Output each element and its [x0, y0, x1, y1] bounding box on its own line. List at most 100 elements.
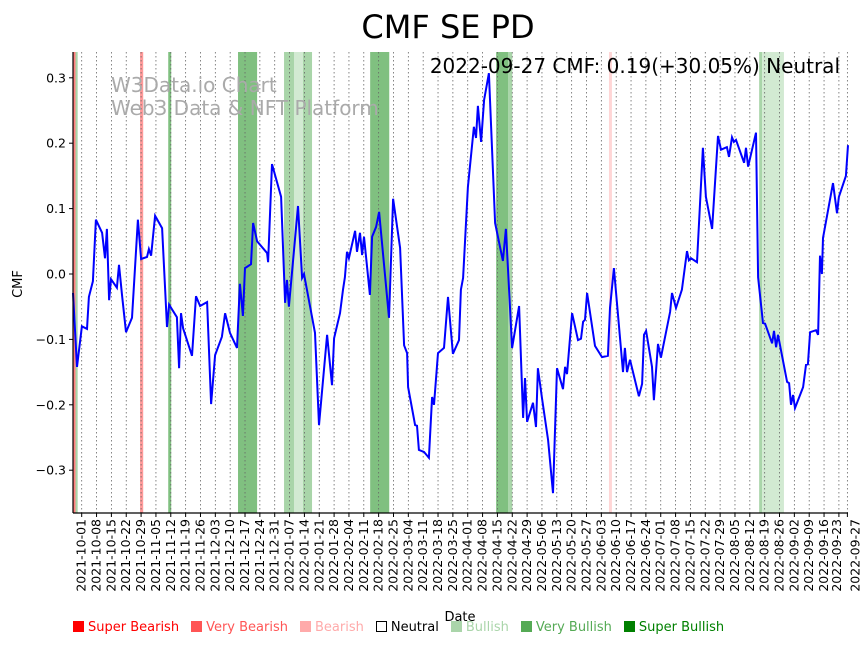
x-tick-label: 2021-10-22 — [118, 519, 133, 592]
x-tick-label: 2022-08-26 — [772, 519, 787, 592]
x-tick-label: 2022-07-15 — [682, 519, 697, 592]
x-tick-label: 2021-12-24 — [252, 519, 267, 592]
x-tick-label: 2022-02-04 — [341, 519, 356, 592]
x-tick-label: 2021-12-03 — [207, 519, 222, 592]
legend-swatch — [450, 621, 462, 632]
signal-band-bearish — [608, 52, 612, 513]
y-tick-label: −0.3 — [36, 463, 66, 478]
signal-bands — [73, 52, 784, 513]
x-tick-label: 2022-04-22 — [504, 519, 519, 592]
legend-label: Super Bearish — [88, 620, 180, 635]
legend-label: Very Bearish — [206, 620, 288, 635]
signal-band-bullish — [302, 52, 313, 513]
x-tick-label: 2022-05-27 — [578, 519, 593, 592]
x-tick-label: 2022-03-04 — [400, 519, 415, 592]
x-tick-label: 2022-01-21 — [311, 519, 326, 592]
y-tick-label: 0.1 — [46, 201, 66, 216]
y-tick-label: −0.2 — [36, 397, 66, 412]
legend-label: Very Bullish — [535, 620, 612, 635]
x-tick-label: 2022-02-25 — [385, 519, 400, 592]
x-tick-label: 2022-05-06 — [534, 519, 549, 592]
y-axis-label: CMF — [11, 270, 26, 298]
legend-label: Super Bullish — [638, 620, 725, 635]
signal-band-bullish — [759, 52, 763, 513]
y-tick-label: −0.1 — [36, 332, 66, 347]
signal-band-super-bearish — [73, 52, 76, 513]
legend-item-very-bearish: Very Bearish — [191, 620, 288, 635]
signal-band-very-bullish — [496, 52, 509, 513]
x-tick-label: 2022-09-02 — [786, 519, 801, 592]
x-tick-label: 2022-09-27 — [847, 519, 862, 592]
x-tick-label: 2022-07-01 — [653, 519, 668, 592]
legend-swatch — [520, 621, 532, 632]
chart-title: CMF SE PD — [361, 8, 534, 46]
legend-item-bullish: Bullish — [450, 620, 509, 635]
x-tick-label: 2021-10-01 — [74, 519, 89, 592]
y-tick-label: 0.3 — [46, 70, 66, 85]
x-tick-label: 2021-10-15 — [103, 519, 118, 592]
legend-swatch — [375, 621, 387, 632]
legend-item-neutral: Neutral — [375, 620, 439, 635]
x-tick-label: 2022-01-14 — [296, 519, 311, 592]
y-tick-label: 0.2 — [46, 136, 66, 151]
x-tick-label: 2022-07-08 — [668, 519, 683, 592]
x-tick-label: 2022-08-12 — [742, 519, 757, 592]
x-tick-label: 2022-02-11 — [356, 519, 371, 592]
legend-item-bearish: Bearish — [299, 620, 364, 635]
x-tick-label: 2021-10-08 — [89, 519, 104, 592]
legend-swatch — [299, 621, 311, 632]
x-tick-label: 2022-06-10 — [608, 519, 623, 592]
x-tick-label: 2022-04-01 — [460, 519, 475, 592]
signal-band-very-bearish — [140, 52, 144, 513]
legend-item-super-bullish: Super Bullish — [623, 620, 725, 635]
axes: 2021-10-01 2021-10-08 2021-10-15 2021-10-22… — [36, 52, 862, 592]
legend-label: Neutral — [390, 620, 439, 635]
watermark-line-2: Web3 Data & NFT Platform — [111, 96, 379, 120]
legend-swatch — [73, 621, 84, 632]
x-tick-label: 2022-03-18 — [430, 519, 445, 592]
x-tick-label: 2022-06-17 — [623, 519, 638, 592]
signal-band-very-bullish — [370, 52, 390, 513]
grid-lines — [81, 52, 848, 513]
signal-band-very-bullish — [238, 52, 258, 513]
x-tick-label: 2022-07-22 — [697, 519, 712, 592]
x-tick-label: 2021-12-17 — [237, 519, 252, 592]
x-tick-label: 2021-12-10 — [222, 519, 237, 592]
legend: Super Bearish Very Bearish Bearish Neutral B… — [73, 620, 724, 635]
x-tick-label: 2022-04-08 — [475, 519, 490, 592]
legend-item-very-bullish: Very Bullish — [520, 620, 612, 635]
latest-value-annotation: 2022-09-27 CMF: 0.19(+30.05%) Neutral — [430, 54, 840, 78]
x-tick-label: 2022-04-15 — [489, 519, 504, 592]
x-tick-label: 2021-11-12 — [163, 519, 178, 592]
x-tick-label: 2022-03-11 — [415, 519, 430, 592]
y-tick-label: 0.0 — [46, 267, 66, 282]
x-tick-label: 2021-10-29 — [133, 519, 148, 592]
x-tick-label: 2022-05-20 — [564, 519, 579, 592]
x-tick-label: 2022-03-25 — [445, 519, 460, 592]
x-tick-label: 2022-01-28 — [326, 519, 341, 592]
legend-label: Bearish — [314, 620, 364, 635]
x-tick-label: 2022-04-29 — [519, 519, 534, 592]
x-tick-label: 2022-02-18 — [371, 519, 386, 592]
cmf-series-line — [72, 73, 849, 494]
x-tick-label: 2022-09-09 — [801, 519, 816, 592]
legend-item-super-bearish: Super Bearish — [73, 620, 179, 635]
legend-swatch — [623, 621, 635, 632]
signal-band-bullish — [508, 52, 513, 513]
x-tick-label: 2022-01-07 — [282, 519, 297, 592]
watermark-line-1: W3Data.io Chart — [111, 73, 277, 97]
cmf-data-points — [72, 73, 849, 494]
x-tick-label: 2021-11-19 — [178, 519, 193, 592]
legend-label: Bullish — [465, 620, 509, 635]
signal-band-bullish — [75, 52, 78, 513]
x-tick-label: 2022-08-19 — [757, 519, 772, 592]
x-tick-label: 2021-11-05 — [148, 519, 163, 592]
x-tick-label: 2022-06-03 — [593, 519, 608, 592]
signal-band-bullish — [284, 52, 295, 513]
legend-swatch — [191, 621, 203, 632]
x-tick-label: 2021-11-26 — [192, 519, 207, 592]
x-tick-label: 2022-07-29 — [712, 519, 727, 592]
x-tick-label: 2022-08-05 — [727, 519, 742, 592]
x-tick-label: 2022-05-13 — [549, 519, 564, 592]
